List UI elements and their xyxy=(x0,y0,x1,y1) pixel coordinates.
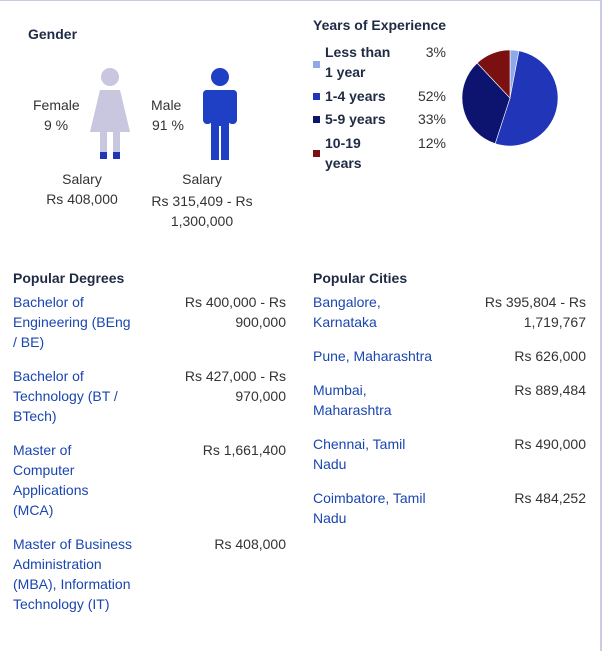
gender-title: Gender xyxy=(28,26,78,42)
degree-salary: Rs 408,000 xyxy=(214,536,286,552)
degree-salary: Rs 427,000 - Rs 970,000 xyxy=(184,368,286,404)
male-icon xyxy=(203,68,237,160)
degree-link[interactable]: Master of Business Administration (MBA),… xyxy=(13,536,133,612)
legend-label: 1-4 years xyxy=(325,88,386,104)
right-border xyxy=(600,0,602,651)
female-salary: Rs 408,000 xyxy=(46,191,118,207)
legend-percent: 33% xyxy=(417,111,446,127)
degree-salary: Rs 400,000 - Rs 900,000 xyxy=(184,294,286,330)
degree-link[interactable]: Bachelor of Technology (BT / BTech) xyxy=(13,368,118,424)
legend-label: 5-9 years xyxy=(325,111,386,127)
male-salary-label: Salary xyxy=(182,171,222,187)
city-link[interactable]: Mumbai, Maharashtra xyxy=(313,382,392,418)
legend-swatch xyxy=(313,150,320,157)
cities-title: Popular Cities xyxy=(313,270,408,286)
experience-title: Years of Experience xyxy=(313,17,447,33)
degree-salary: Rs 1,661,400 xyxy=(202,442,286,458)
legend-label: Less than 1 year xyxy=(325,44,391,80)
legend-label: 10-19 years xyxy=(325,135,362,171)
city-salary: Rs 889,484 xyxy=(514,382,586,398)
city-link[interactable]: Chennai, Tamil Nadu xyxy=(313,436,406,472)
pie-slice-2 xyxy=(461,62,511,145)
female-salary-label: Salary xyxy=(62,171,102,187)
degree-link[interactable]: Master of Computer Applications (MCA) xyxy=(13,442,89,518)
city-link[interactable]: Bangalore, Karnataka xyxy=(313,294,381,330)
male-salary: Rs 315,409 - Rs 1,300,000 xyxy=(151,193,253,229)
city-salary: Rs 395,804 - Rs 1,719,767 xyxy=(484,294,586,330)
experience-pie-chart xyxy=(461,49,559,147)
legend-percent: 52% xyxy=(417,88,446,104)
legend-swatch xyxy=(313,116,320,123)
degree-link[interactable]: Bachelor of Engineering (BEng / BE) xyxy=(13,294,131,350)
city-link[interactable]: Pune, Maharashtra xyxy=(313,348,433,364)
top-border xyxy=(0,0,602,1)
female-icon xyxy=(90,68,130,159)
male-label: Male xyxy=(151,97,182,113)
degrees-title: Popular Degrees xyxy=(13,270,125,286)
city-salary: Rs 490,000 xyxy=(514,436,586,452)
city-salary: Rs 626,000 xyxy=(514,348,586,364)
legend-swatch xyxy=(313,93,320,100)
female-percent: 9 % xyxy=(44,117,69,133)
pie-slice-1 xyxy=(494,50,559,147)
city-link[interactable]: Coimbatore, Tamil Nadu xyxy=(313,490,426,526)
legend-percent: 12% xyxy=(417,135,446,151)
pie-slice-3 xyxy=(476,49,511,99)
legend-swatch xyxy=(313,61,320,68)
city-salary: Rs 484,252 xyxy=(514,490,586,506)
legend-percent: 3% xyxy=(425,44,446,60)
male-percent: 91 % xyxy=(152,117,184,133)
female-label: Female xyxy=(33,97,80,113)
